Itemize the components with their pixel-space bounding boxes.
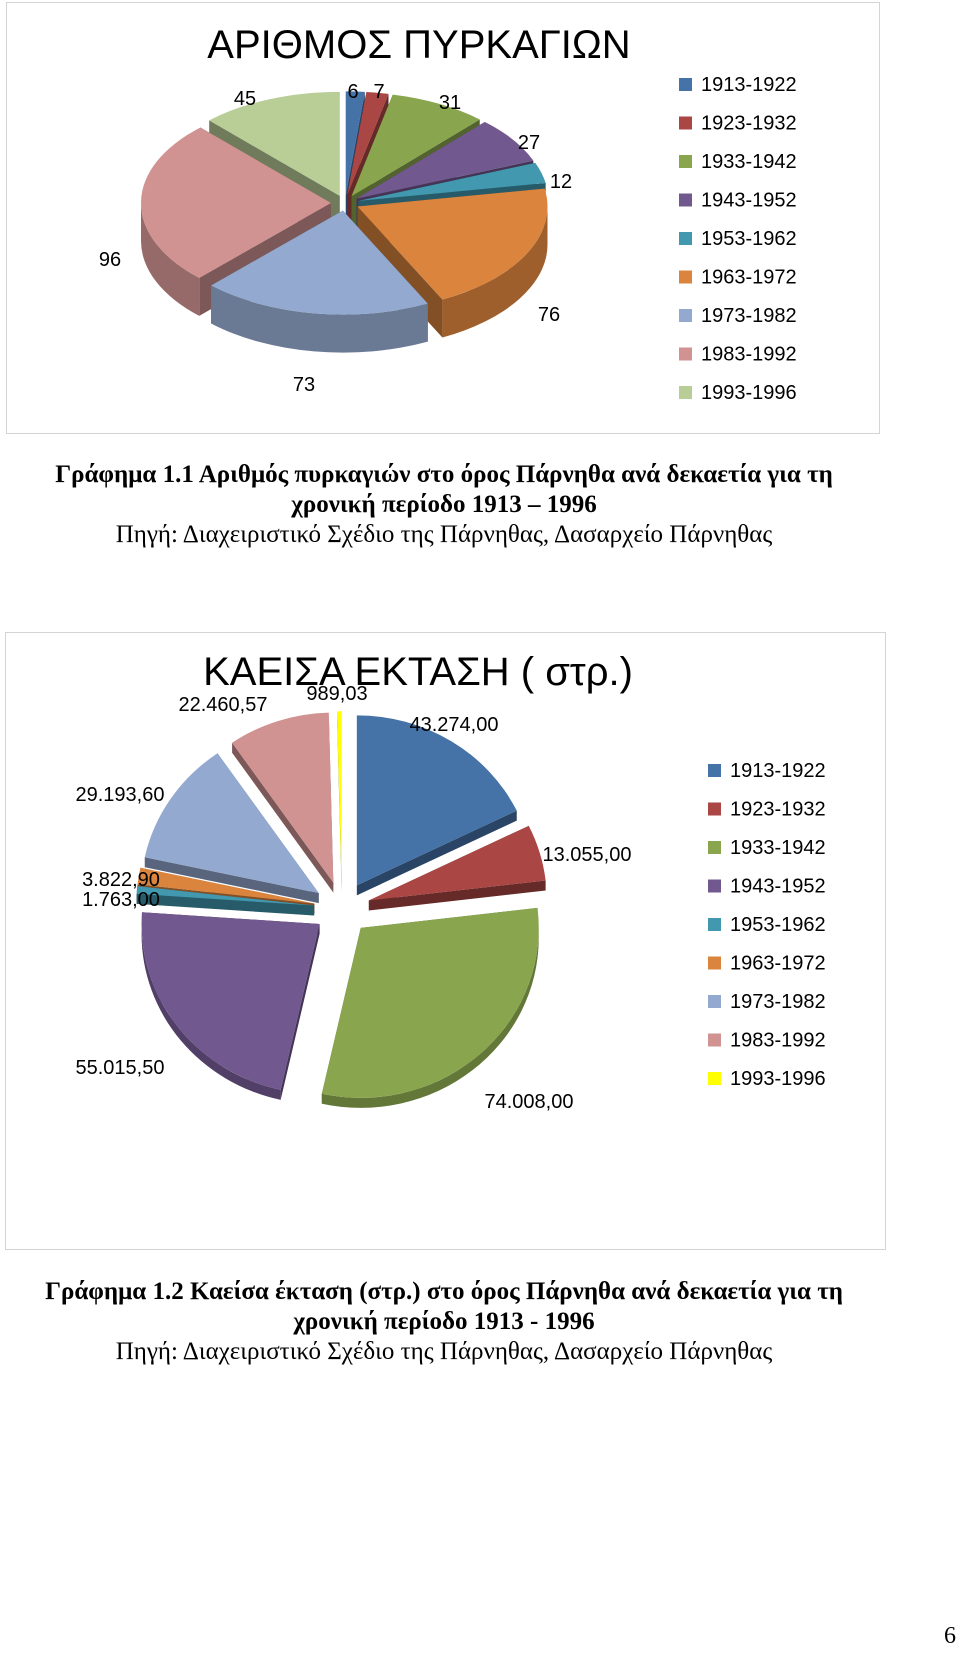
data-label-1973-1982: 73: [293, 374, 315, 396]
legend-swatch-1983-1992: [708, 1033, 721, 1047]
pie-slice-1973-1982: [211, 210, 428, 315]
caption-source: Πηγή: Διαχειριστικό Σχέδιο της Πάρνηθας,…: [115, 521, 773, 548]
legend-swatch-1953-1962: [679, 232, 692, 245]
pie-slice-1943-1952: [356, 121, 534, 199]
pie-slice-1993-1996: [337, 711, 342, 882]
caption-title-line2: χρονική περίοδο 1913 - 1996: [293, 1308, 595, 1335]
chart-burned-area: ΚΑΕΙΣΑ ΕΚΤΑΣΗ ( στρ.) 43.274,00 13.055,00 7…: [5, 632, 886, 1250]
legend-label-1933-1942: 1933-1942: [730, 837, 826, 859]
data-label-1933-1942: 74.008,00: [485, 1091, 574, 1113]
pie-slice-side-1913-1922: [356, 810, 517, 896]
pie-slice-1963-1972: [137, 867, 315, 904]
pie-slice-1923-1932: [368, 825, 546, 901]
legend-label-1933-1942: 1933-1942: [701, 151, 797, 173]
legend-swatch-1933-1942: [708, 841, 721, 854]
legend-swatch-1973-1982: [679, 309, 692, 322]
legend-label-1923-1932: 1923-1932: [730, 799, 826, 821]
legend-label-1913-1922: 1913-1922: [701, 74, 797, 96]
legend-label-1913-1922: 1913-1922: [730, 760, 826, 782]
data-label-1923-1932: 13.055,00: [543, 844, 632, 866]
pie-slice-1923-1932: [347, 91, 389, 196]
legend-label-1963-1972: 1963-1972: [730, 953, 826, 975]
pie-slice-1933-1942: [321, 907, 539, 1098]
data-label-1963-1972: 76: [538, 304, 560, 326]
data-label-1913-1922: 43.274,00: [410, 714, 499, 736]
chart-title: ΚΑΕΙΣΑ ΕΚΤΑΣΗ ( στρ.): [203, 650, 633, 694]
data-label-1923-1932: 7: [373, 81, 384, 103]
legend-label-1953-1962: 1953-1962: [730, 914, 826, 936]
legend-label-1943-1952: 1943-1952: [701, 190, 797, 212]
pie-slice-1963-1972: [357, 188, 548, 300]
caption-source: Πηγή: Διαχειριστικό Σχέδιο της Πάρνηθας,…: [115, 1338, 773, 1365]
data-label-1993-1996: 45: [234, 88, 256, 110]
page-number: 6: [944, 1623, 956, 1649]
chart-fires-count: ΑΡΙΘΜΟΣ ΠΥΡΚΑΓΙΩΝ 6 7 31 27 12 76 73 96 45 1913-19…: [6, 2, 880, 434]
pie-slice-1953-1962: [136, 886, 315, 906]
chart-title: ΑΡΙΘΜΟΣ ΠΥΡΚΑΓΙΩΝ: [207, 23, 630, 67]
legend-swatch-1973-1982: [708, 995, 721, 1008]
caption-title-line2: χρονική περίοδο 1913 – 1996: [291, 491, 597, 518]
data-label-1963-1972: 3.822,90: [82, 869, 160, 891]
data-label-1953-1962: 12: [550, 171, 572, 193]
legend-swatch-1993-1996: [679, 386, 692, 399]
pie-slice-1933-1942: [351, 94, 480, 197]
figure-caption-2: Γράφημα 1.2 Καείσα έκταση (στρ.) στο όρο…: [0, 1277, 888, 1367]
legend: 1913-1922 1923-1932 1933-1942 1943-1952 1953…: [679, 74, 797, 404]
legend-label-1993-1996: 1993-1996: [701, 382, 797, 404]
pie-slice-1983-1992: [232, 712, 334, 883]
data-label-1983-1992: 22.460,57: [179, 694, 268, 716]
legend-swatch-1943-1952: [708, 879, 721, 893]
legend-label-1953-1962: 1953-1962: [701, 228, 797, 250]
legend-swatch-1943-1952: [679, 193, 692, 207]
legend-label-1923-1932: 1923-1932: [701, 113, 797, 135]
pie-slice-1953-1962: [358, 162, 546, 201]
pie-slice-side-1993-1996: [337, 711, 342, 892]
legend-swatch-1953-1962: [708, 918, 721, 931]
pie-chart-fires: ΑΡΙΘΜΟΣ ΠΥΡΚΑΓΙΩΝ 6 7 31 27 12 76 73 96 45 1913-19…: [99, 23, 797, 404]
legend-label-1993-1996: 1993-1996: [730, 1068, 826, 1090]
data-label-1943-1952: 55.015,50: [76, 1057, 165, 1079]
legend-swatch-1913-1922: [708, 764, 721, 777]
pie-slice-1983-1992: [141, 127, 332, 278]
data-label-1993-1996: 989,03: [306, 683, 367, 705]
pie-slice-1913-1922: [356, 715, 517, 886]
legend: 1913-1922 1923-1932 1933-1942 1943-1952 1953…: [708, 760, 826, 1090]
data-label-1983-1992: 96: [99, 249, 121, 271]
legend-label-1973-1982: 1973-1982: [730, 991, 826, 1013]
pie-chart-burned-area: ΚΑΕΙΣΑ ΕΚΤΑΣΗ ( στρ.) 43.274,00 13.055,00 7…: [76, 650, 826, 1113]
legend-swatch-1923-1932: [708, 802, 721, 816]
pie-slice-1943-1952: [141, 912, 320, 1090]
pie-tops: [136, 711, 546, 1098]
legend-swatch-1933-1942: [679, 155, 692, 168]
data-label-1913-1922: 6: [347, 81, 358, 103]
data-label-1973-1982: 29.193,60: [76, 784, 165, 806]
pie-tops: [141, 91, 548, 315]
legend-label-1973-1982: 1973-1982: [701, 305, 797, 327]
data-label-1953-1962: 1.763,00: [82, 889, 160, 911]
legend-swatch-1983-1992: [679, 347, 692, 361]
legend-label-1943-1952: 1943-1952: [730, 876, 826, 898]
legend-label-1983-1992: 1983-1992: [730, 1030, 826, 1052]
legend-swatch-1923-1932: [679, 116, 692, 130]
legend-swatch-1963-1972: [679, 270, 692, 284]
legend-swatch-1913-1922: [679, 78, 692, 91]
caption-title-line1: Γράφημα 1.1 Αριθμός πυρκαγιών στο όρος Π…: [55, 461, 833, 488]
legend-swatch-1963-1972: [708, 956, 721, 970]
pie-slice-1973-1982: [144, 753, 319, 894]
pie-slice-1913-1922: [345, 91, 365, 196]
data-label-1933-1942: 31: [439, 92, 461, 114]
legend-label-1963-1972: 1963-1972: [701, 267, 797, 289]
caption-title-line1: Γράφημα 1.2 Καείσα έκταση (στρ.) στο όρο…: [45, 1278, 843, 1305]
legend-swatch-1993-1996: [708, 1072, 721, 1085]
figure-caption-1: Γράφημα 1.1 Αριθμός πυρκαγιών στο όρος Π…: [0, 460, 888, 550]
data-label-1943-1952: 27: [518, 132, 540, 154]
pie-slice-1993-1996: [209, 91, 340, 196]
legend-label-1983-1992: 1983-1992: [701, 344, 797, 366]
